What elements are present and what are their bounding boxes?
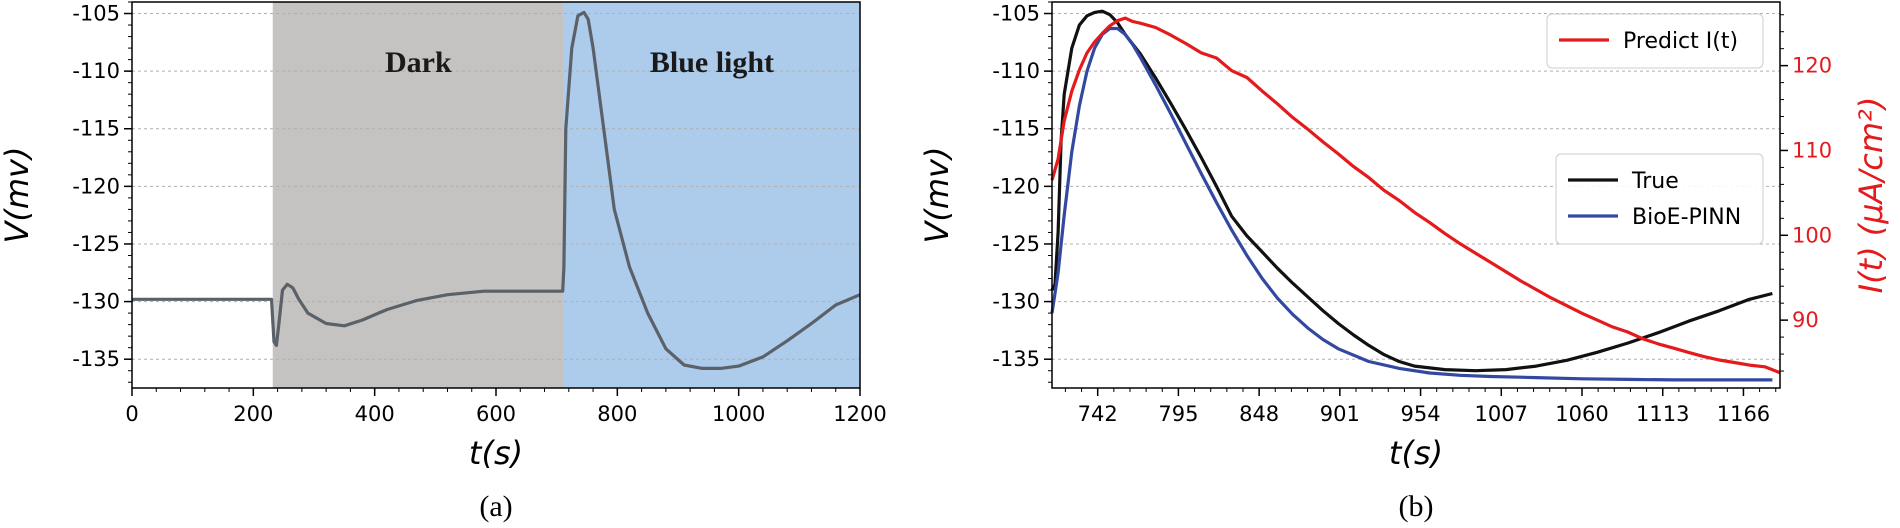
- x-tick-label: 1000: [712, 402, 765, 426]
- y-tick-label: -105: [72, 2, 120, 26]
- x-axis-title: t(s): [1389, 434, 1443, 472]
- x-tick-label: 200: [233, 402, 273, 426]
- legend-entry: BioE-PINN: [1632, 205, 1741, 230]
- y-tick-label: -115: [72, 117, 120, 141]
- series-line-predict-i-t-: [1050, 16, 1781, 375]
- y2-tick-label: 90: [1792, 308, 1819, 332]
- x-tick-label: 795: [1158, 402, 1198, 426]
- y-tick-label: -110: [992, 59, 1040, 83]
- legend-box: [1555, 153, 1764, 245]
- series-line-bioe-pinn: [1050, 26, 1773, 382]
- x-tick-label: 800: [597, 402, 637, 426]
- y-tick-label: -120: [992, 174, 1040, 198]
- y2-tick-label: 100: [1792, 223, 1832, 247]
- panel-label: (b): [1399, 490, 1434, 523]
- x-tick-label: 1113: [1636, 402, 1689, 426]
- x-tick-label: 848: [1239, 402, 1279, 426]
- y2-tick-label: 120: [1792, 54, 1832, 78]
- y2-axis-title: I(t) (μA/cm²): [1852, 97, 1890, 294]
- y-tick-label: -135: [992, 347, 1040, 371]
- y-tick-label: -125: [992, 232, 1040, 256]
- x-tick-label: 901: [1320, 402, 1360, 426]
- plot-frame: [1051, 1, 1781, 389]
- y-axis-title: V(mv): [918, 147, 956, 244]
- chart-panel-a: Dark Blue light 0 200 400 600 800 1000 1200 -105 -…: [0, 1, 887, 523]
- y-tick-label: -130: [992, 290, 1040, 314]
- chart-panel-b: 742 795 848 901 954 1007 1060 1113 1166 -105 -110 -…: [918, 1, 1890, 523]
- legend-entry: True: [1631, 169, 1679, 194]
- series-line-0: [132, 10, 861, 370]
- x-tick-label: 1166: [1717, 402, 1770, 426]
- x-tick-label: 400: [355, 402, 395, 426]
- y-tick-label: -120: [72, 174, 120, 198]
- x-tick-label: 600: [476, 402, 516, 426]
- region-label-1: Blue light: [650, 46, 774, 79]
- legend-entry: Predict I(t): [1623, 29, 1738, 54]
- region-0-band: [272, 2, 564, 388]
- y2-tick-label: 110: [1792, 138, 1832, 162]
- legend-box: [1546, 13, 1764, 69]
- legend-top-right: Predict I(t): [1546, 13, 1764, 69]
- x-axis-title: t(s): [469, 434, 523, 472]
- y-tick-label: -125: [72, 232, 120, 256]
- y-tick-label: -130: [72, 290, 120, 314]
- x-tick-label: 1007: [1475, 402, 1528, 426]
- x-tick-label: 1200: [833, 402, 886, 426]
- y-tick-label: -110: [72, 59, 120, 83]
- legend-right: True BioE-PINN: [1555, 153, 1764, 245]
- series-line-true: [1050, 9, 1773, 373]
- x-tick-label: 742: [1078, 402, 1118, 426]
- x-tick-label: 1060: [1555, 402, 1608, 426]
- region-label-0: Dark: [385, 46, 452, 79]
- panel-label: (a): [479, 490, 512, 523]
- y-tick-label: -105: [992, 2, 1040, 26]
- x-tick-label: 954: [1401, 402, 1441, 426]
- y-axis-title: V(mv): [0, 147, 36, 244]
- x-tick-label: 0: [125, 402, 138, 426]
- y-tick-label: -135: [72, 347, 120, 371]
- y-tick-label: -115: [992, 117, 1040, 141]
